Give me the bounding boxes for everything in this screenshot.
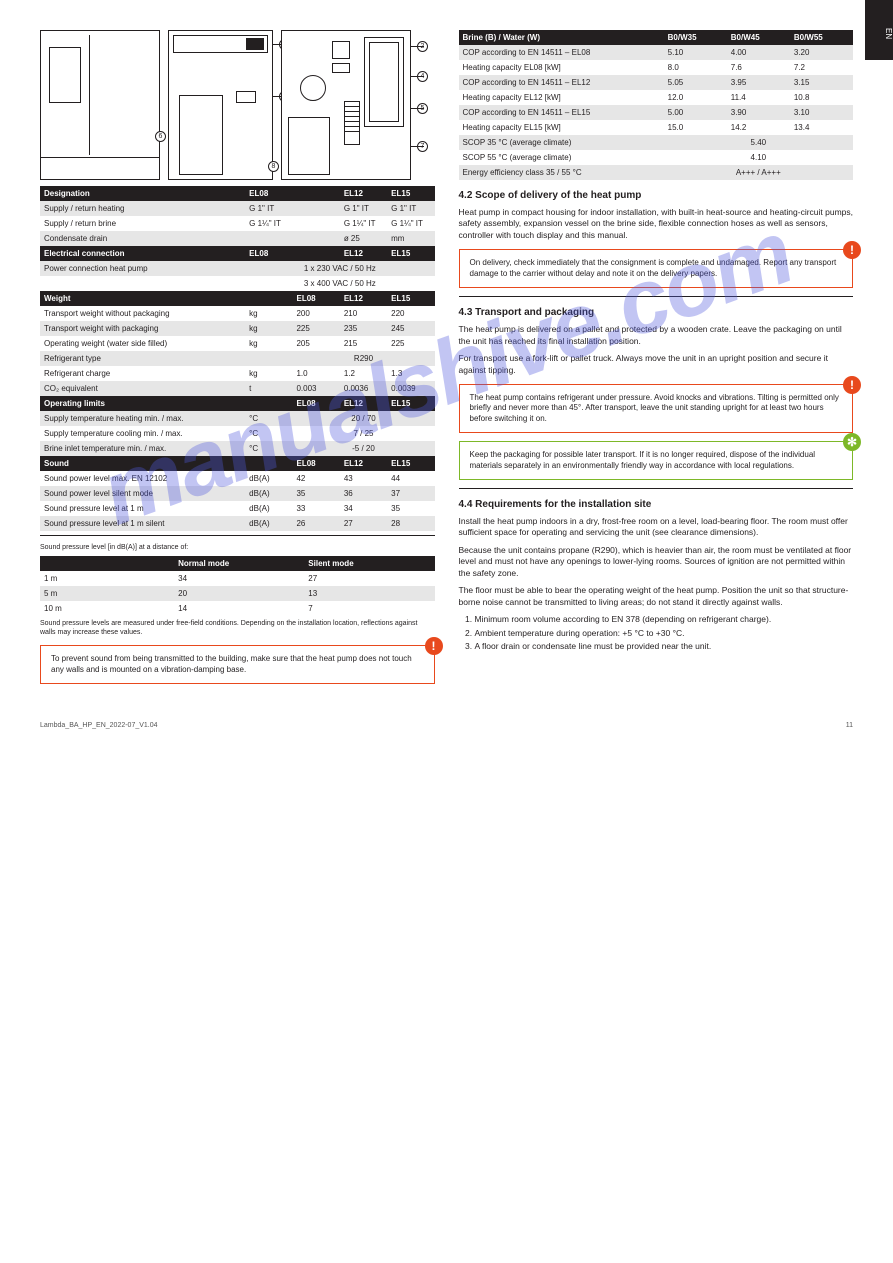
warning-sound-transmission: ! To prevent sound from being transmitte… [40,645,435,684]
site-para-1: Install the heat pump indoors in a dry, … [459,516,854,539]
sound-distance-table: Normal modeSilent mode 1 m3427 5 m2013 1… [40,556,435,616]
diagram-side-view: 1 3 6 [168,30,273,180]
performance-table: Brine (B) / Water (W)B0/W35B0/W45B0/W55 … [459,30,854,180]
warning-icon: ! [843,241,861,259]
section-title-scope: 4.2 Scope of delivery of the heat pump [459,190,854,201]
tip-icon: ✻ [843,433,861,451]
footer-manual-ref: Lambda_BA_HP_EN_2022-07_V1.04 [40,722,158,729]
callout-8: 8 [268,161,279,172]
right-column: Brine (B) / Water (W)B0/W35B0/W45B0/W55 … [459,30,854,692]
warning-icon: ! [843,376,861,394]
section-title-transport: 4.3 Transport and packaging [459,307,854,318]
product-diagram: 1 3 6 2 4 5 7 8 [40,30,435,180]
scope-body: Heat pump in compact housing for indoor … [459,207,854,241]
diagram-front-view [40,30,160,180]
transport-para-2: For transport use a fork-lift or pallet … [459,353,854,376]
section-title-site: 4.4 Requirements for the installation si… [459,499,854,510]
warning-icon: ! [425,637,443,655]
site-para-3: The floor must be able to bear the opera… [459,585,854,608]
sound-note: Sound pressure levels are measured under… [40,620,435,637]
tip-packaging: ✻ Keep the packaging for possible later … [459,441,854,480]
page-footer: Lambda_BA_HP_EN_2022-07_V1.04 11 [40,722,853,729]
spec-table-connections: DesignationEL08EL12EL15 Supply / return … [40,186,435,531]
diagram-internal-view: 2 4 5 7 8 [281,30,411,180]
warning-transport: ! The heat pump contains refrigerant und… [459,384,854,433]
sound-table-title: Sound pressure level [in dB(A)] at a dis… [40,544,435,552]
left-column: 1 3 6 2 4 5 7 8 DesignationEL08EL12EL15 … [40,30,435,692]
site-para-2: Because the unit contains propane (R290)… [459,545,854,579]
footer-page-number: 11 [846,722,853,729]
warning-delivery-check: ! On delivery, check immediately that th… [459,249,854,288]
callout-6: 6 [155,131,166,142]
page-language-tab: EN [865,0,893,60]
site-requirements-list: Minimum room volume according to EN 378 … [475,614,854,652]
transport-para-1: The heat pump is delivered on a pallet a… [459,324,854,347]
